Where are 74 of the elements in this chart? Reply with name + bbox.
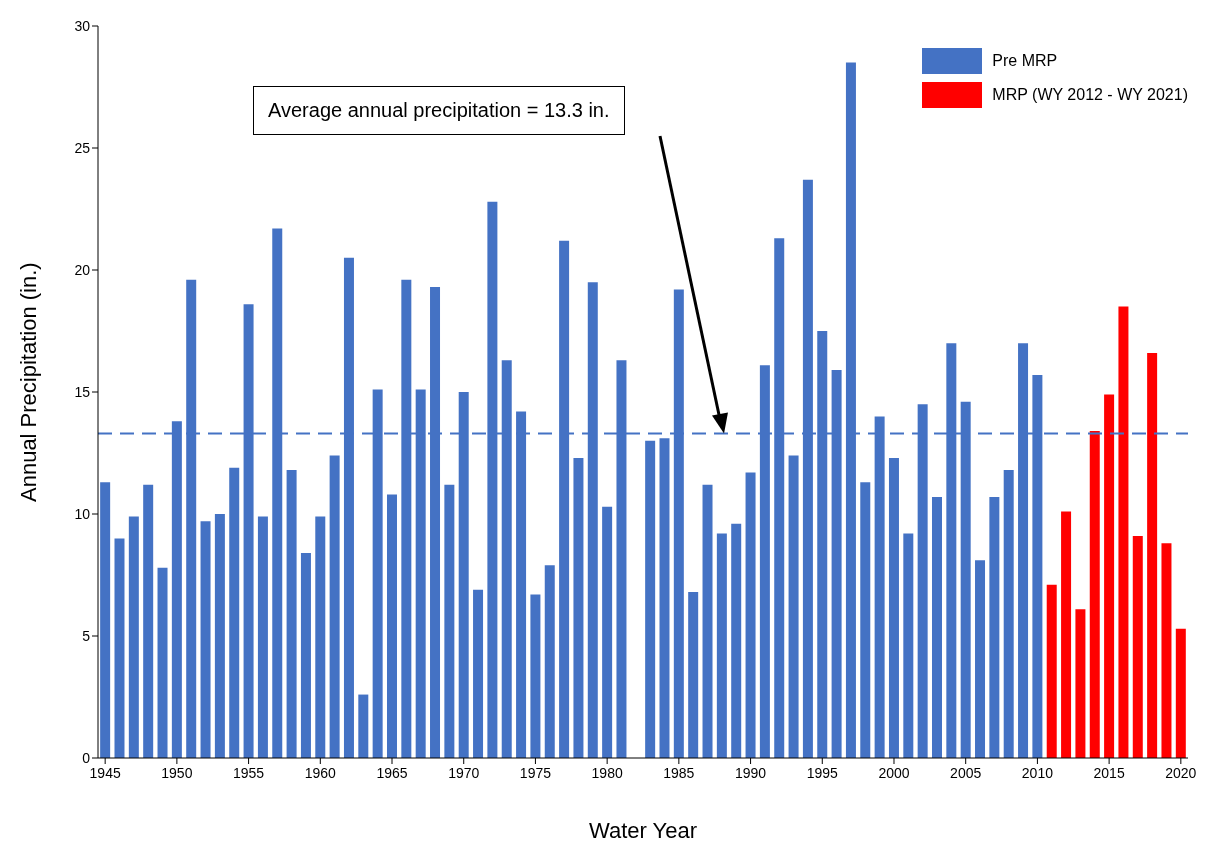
y-tick-label: 15 xyxy=(74,383,91,400)
bar xyxy=(157,567,168,758)
bar xyxy=(989,496,1000,758)
y-axis-title: Annual Precipitation (in.) xyxy=(15,262,41,502)
legend-label: Pre MRP xyxy=(992,52,1058,70)
bar xyxy=(114,538,125,758)
bar xyxy=(788,455,799,758)
bar xyxy=(888,457,899,758)
bar xyxy=(386,494,397,758)
bar xyxy=(128,516,139,758)
bar xyxy=(1104,394,1115,758)
x-tick-label: 1965 xyxy=(376,765,408,781)
annotation: Average annual precipitation = 13.3 in. xyxy=(253,86,625,135)
y-tick-label: 25 xyxy=(74,139,91,156)
x-axis-title: Water Year xyxy=(588,818,698,843)
x-tick-label: 1985 xyxy=(663,765,695,781)
bar xyxy=(143,484,154,758)
bar xyxy=(688,592,699,758)
bar xyxy=(1075,609,1086,758)
bar xyxy=(257,516,268,758)
bar xyxy=(315,516,326,758)
bar xyxy=(645,440,656,758)
bar xyxy=(1046,584,1057,758)
bar xyxy=(530,594,541,758)
bar xyxy=(1175,628,1186,758)
bar xyxy=(473,589,484,758)
x-tick-label: 2010 xyxy=(1021,765,1054,781)
bar xyxy=(100,482,111,758)
legend-label: MRP (WY 2012 - WY 2021) xyxy=(992,86,1188,104)
bar xyxy=(731,523,742,758)
bar xyxy=(1161,543,1172,758)
bar xyxy=(1089,431,1100,758)
x-tick-label: 1980 xyxy=(591,765,623,781)
bar xyxy=(1118,306,1129,758)
y-tick-label: 30 xyxy=(74,17,91,34)
y-tick-label: 20 xyxy=(74,261,91,278)
bar xyxy=(1061,511,1072,758)
bar xyxy=(200,521,211,758)
x-tick-label: 1975 xyxy=(519,765,552,781)
bar xyxy=(229,467,240,758)
bar xyxy=(745,472,756,758)
bar xyxy=(329,455,340,758)
x-tick-label: 1990 xyxy=(734,765,767,781)
bar xyxy=(716,533,727,758)
bar xyxy=(214,514,225,758)
x-tick-label: 2015 xyxy=(1093,765,1125,781)
x-tick-label: 1995 xyxy=(806,765,839,781)
x-tick-label: 1950 xyxy=(161,765,193,781)
bar xyxy=(358,694,369,758)
x-tick-label: 2005 xyxy=(950,765,982,781)
bar xyxy=(659,438,670,758)
bar xyxy=(903,533,914,758)
bar xyxy=(286,470,297,758)
bar xyxy=(444,484,455,758)
bar xyxy=(702,484,713,758)
bar xyxy=(1003,470,1014,758)
bar xyxy=(975,560,986,758)
bar xyxy=(300,553,311,758)
bar xyxy=(1147,352,1158,758)
y-tick-label: 5 xyxy=(82,627,91,644)
x-tick-label: 1945 xyxy=(89,765,121,781)
y-tick-label: 0 xyxy=(82,749,91,766)
bar xyxy=(573,457,584,758)
x-tick-label: 2020 xyxy=(1165,765,1197,781)
bar xyxy=(544,565,555,758)
x-tick-label: 1960 xyxy=(304,765,337,781)
x-tick-label: 2000 xyxy=(878,765,910,781)
bar xyxy=(931,496,942,758)
bar xyxy=(602,506,613,758)
bar xyxy=(860,482,871,758)
bar xyxy=(1132,535,1143,758)
x-tick-label: 1970 xyxy=(448,765,480,781)
y-tick-label: 10 xyxy=(74,505,91,522)
x-tick-label: 1955 xyxy=(233,765,265,781)
